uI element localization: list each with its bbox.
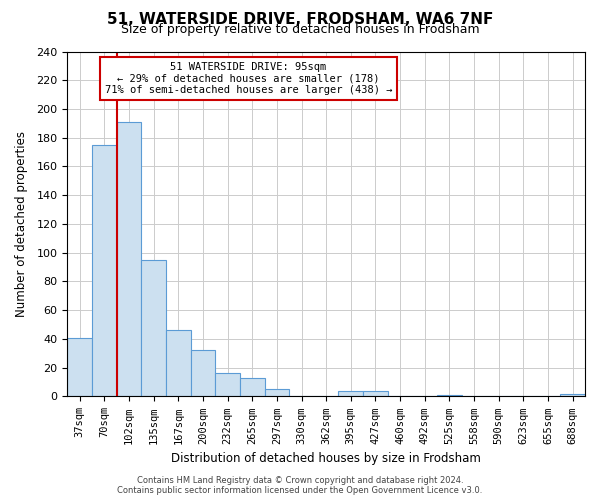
Text: Size of property relative to detached houses in Frodsham: Size of property relative to detached ho… bbox=[121, 22, 479, 36]
Text: Contains HM Land Registry data © Crown copyright and database right 2024.
Contai: Contains HM Land Registry data © Crown c… bbox=[118, 476, 482, 495]
Text: 51, WATERSIDE DRIVE, FRODSHAM, WA6 7NF: 51, WATERSIDE DRIVE, FRODSHAM, WA6 7NF bbox=[107, 12, 493, 28]
Bar bbox=[363, 390, 388, 396]
Bar bbox=[67, 338, 92, 396]
Bar bbox=[92, 145, 116, 397]
Y-axis label: Number of detached properties: Number of detached properties bbox=[15, 131, 28, 317]
Bar bbox=[191, 350, 215, 397]
X-axis label: Distribution of detached houses by size in Frodsham: Distribution of detached houses by size … bbox=[171, 452, 481, 465]
Bar bbox=[338, 390, 363, 396]
Bar bbox=[141, 260, 166, 396]
Bar bbox=[116, 122, 141, 396]
Bar bbox=[560, 394, 585, 396]
Bar bbox=[166, 330, 191, 396]
Bar bbox=[265, 390, 289, 396]
Text: 51 WATERSIDE DRIVE: 95sqm
← 29% of detached houses are smaller (178)
71% of semi: 51 WATERSIDE DRIVE: 95sqm ← 29% of detac… bbox=[105, 62, 392, 95]
Bar bbox=[240, 378, 265, 396]
Bar bbox=[437, 395, 462, 396]
Bar bbox=[215, 374, 240, 396]
